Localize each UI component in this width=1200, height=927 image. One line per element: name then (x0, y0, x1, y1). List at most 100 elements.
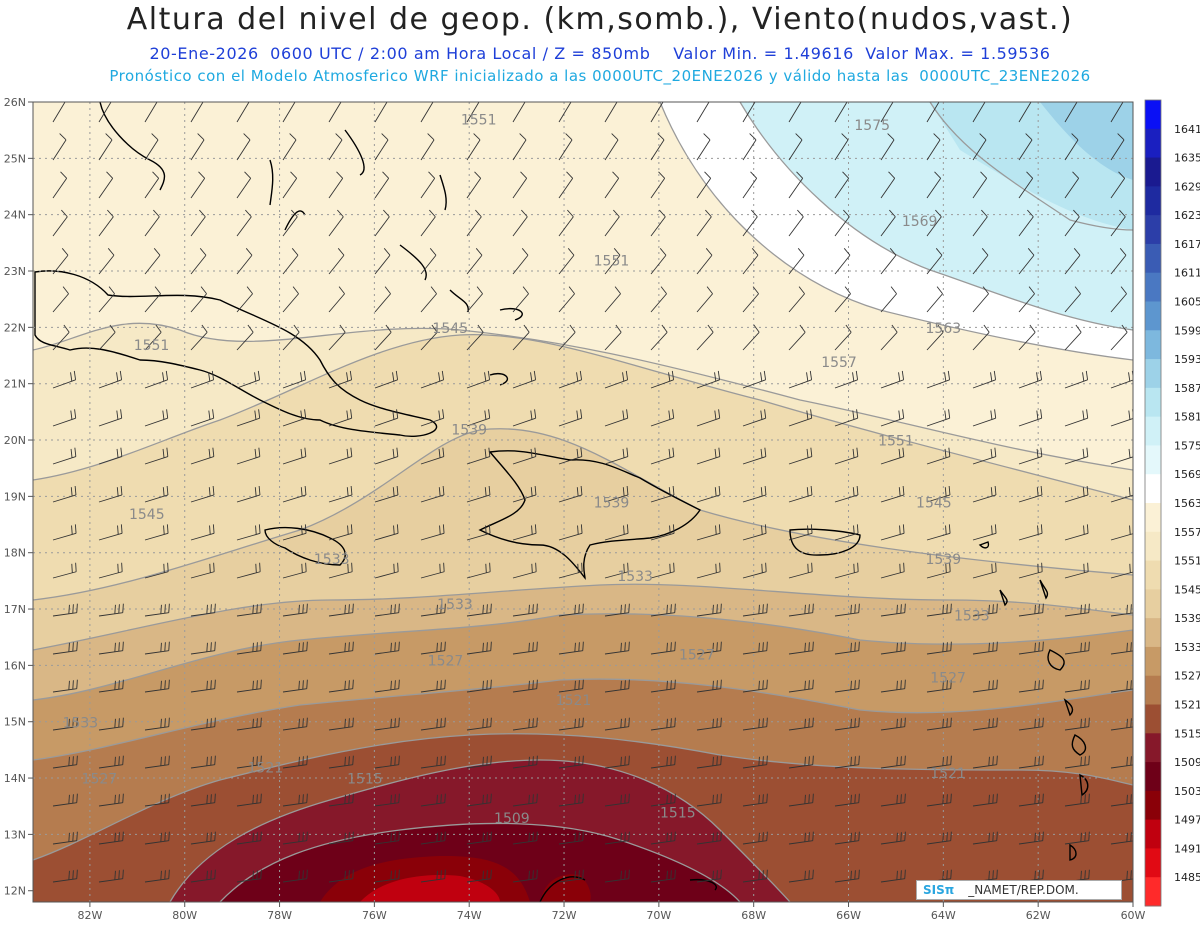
wind-barb (98, 641, 124, 655)
colorbar-swatch (1145, 675, 1161, 705)
wind-barb (1018, 524, 1043, 541)
colorbar-label: 1605 (1174, 296, 1200, 309)
wind-barb (236, 603, 262, 617)
wind-barb (328, 793, 354, 807)
wind-barb (1018, 324, 1036, 351)
wind-barb (834, 755, 860, 769)
wind-barb (1064, 102, 1078, 123)
wind-barb (558, 248, 575, 275)
wind-barb (190, 248, 207, 275)
wind-barb (1064, 324, 1082, 351)
contour-label: 1545 (432, 321, 468, 337)
wind-barb (374, 793, 400, 807)
colorbar-swatch (1145, 531, 1161, 562)
wind-barb (98, 869, 124, 883)
wind-barb (328, 562, 353, 579)
colorbar-label: 1569 (1174, 468, 1200, 481)
wind-barb (1018, 755, 1044, 769)
wind-barb (1018, 679, 1044, 693)
wind-barb (282, 641, 308, 655)
wind-barb (834, 562, 859, 579)
wind-barb (190, 485, 215, 503)
wind-barb (466, 286, 483, 313)
wind-barb (374, 102, 388, 123)
wind-barb (52, 485, 77, 503)
wind-barb (788, 447, 813, 465)
wind-barb (466, 485, 491, 503)
wind-barb (420, 831, 446, 845)
wind-barb (190, 409, 215, 427)
wind-barb (604, 102, 618, 123)
lat-tick-label: 15N (4, 716, 26, 729)
lat-tick-label: 12N (4, 885, 26, 898)
wind-barb (834, 524, 859, 541)
wind-barb (1018, 248, 1035, 275)
lon-tick-label: 76W (362, 909, 387, 922)
wind-barb (374, 831, 400, 845)
wind-barb (190, 831, 216, 845)
wind-barb (650, 370, 675, 389)
wind-barb (696, 603, 722, 617)
wind-barb (972, 370, 997, 389)
wind-barb (190, 102, 204, 123)
wind-barb (834, 324, 852, 351)
wind-barb (52, 717, 78, 731)
wind-barb (282, 209, 298, 237)
wind-barb (880, 755, 906, 769)
contour-label: 1533 (954, 608, 990, 624)
wind-barb (1110, 604, 1133, 617)
wind-barb (282, 717, 308, 731)
wind-barb (1064, 562, 1089, 579)
wind-barb (98, 717, 124, 731)
wind-barb (374, 248, 391, 275)
colorbar-swatch (1145, 733, 1161, 763)
wind-barb (512, 171, 528, 199)
wind-barb (144, 755, 170, 769)
wind-barb (52, 755, 78, 769)
wind-barb (604, 133, 619, 161)
wind-barb (236, 209, 252, 237)
colorbar-label: 1617 (1174, 238, 1200, 251)
wind-barb (52, 603, 78, 617)
lon-tick-label: 70W (646, 909, 671, 922)
wind-barb (926, 717, 952, 731)
wind-barb (52, 409, 77, 427)
wind-barb (466, 755, 492, 769)
wind-barb (558, 679, 584, 693)
wind-barb (788, 485, 813, 503)
wind-barb (420, 171, 436, 199)
wind-barb (696, 171, 712, 199)
wind-barb (420, 793, 446, 807)
wind-barb (880, 102, 894, 123)
wind-barb (558, 524, 583, 541)
contour-label: 1527 (679, 648, 715, 664)
lat-tick-label: 20N (4, 434, 26, 447)
wind-barb (374, 447, 399, 465)
wind-barb (512, 869, 538, 883)
wind-barb (328, 409, 353, 427)
colorbar-swatch (1145, 474, 1161, 504)
wind-barb (98, 286, 115, 313)
wind-barb (696, 562, 721, 579)
wind-barb (880, 324, 898, 351)
wind-barb (144, 717, 170, 731)
wind-barb (788, 869, 814, 883)
lat-tick-label: 13N (4, 828, 26, 841)
wind-barb (558, 793, 584, 807)
wind-barb (742, 603, 768, 617)
wind-barb (880, 679, 906, 693)
wind-barb (1018, 717, 1044, 731)
wind-barb (926, 171, 942, 199)
wind-barb (466, 679, 492, 693)
lat-tick-label: 23N (4, 265, 26, 278)
wind-barb (604, 324, 622, 351)
wind-barb (742, 524, 767, 541)
colorbar-label: 1485 (1174, 871, 1200, 884)
wind-barb (1018, 603, 1044, 617)
wind-barb (282, 603, 308, 617)
wind-barb (466, 133, 481, 161)
wind-barb (1110, 718, 1133, 731)
lon-tick-label: 80W (172, 909, 197, 922)
wind-barb (1018, 286, 1035, 313)
wind-barb (926, 324, 944, 351)
